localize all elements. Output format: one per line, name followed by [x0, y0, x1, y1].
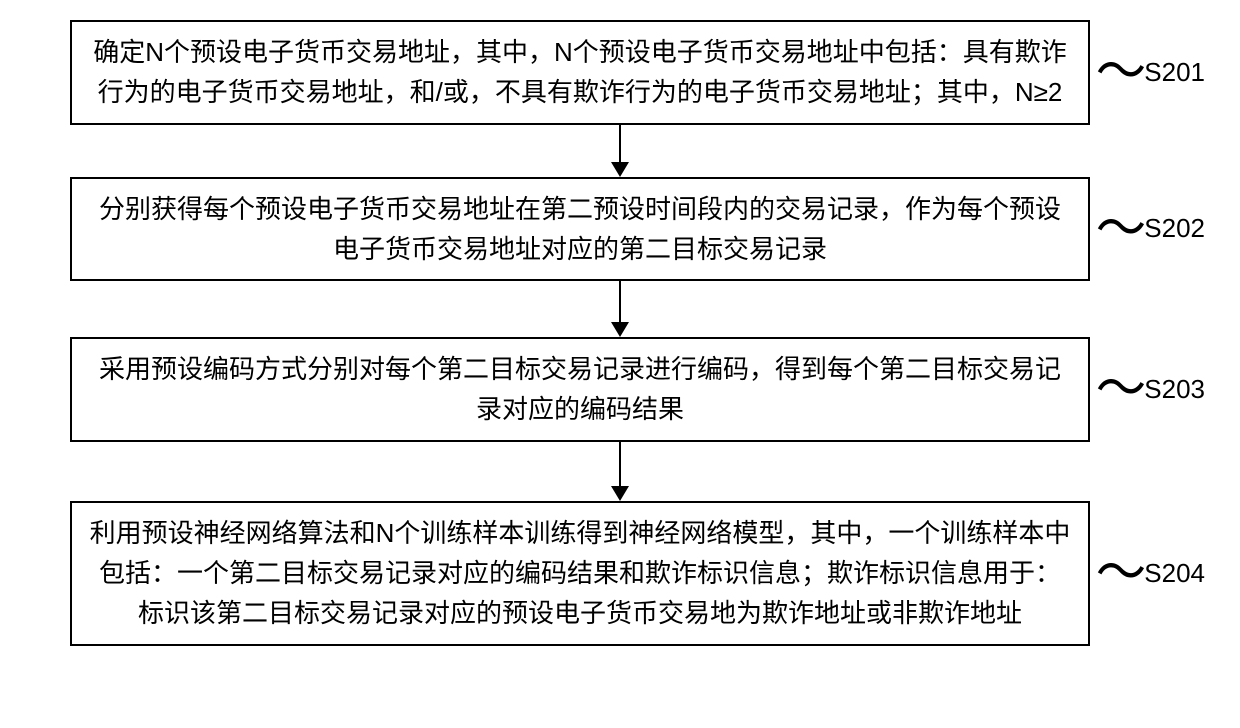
step-label: S201: [1144, 57, 1205, 88]
arrow-3: [611, 442, 629, 501]
arrow-2: [611, 281, 629, 337]
tilde-connector: 〜: [1096, 45, 1146, 100]
step-box-s203: 采用预设编码方式分别对每个第二目标交易记录进行编码，得到每个第二目标交易记录对应…: [70, 337, 1090, 442]
step-text: 确定N个预设电子货币交易地址，其中，N个预设电子货币交易地址中包括：具有欺诈行为…: [93, 37, 1067, 107]
arrow-1: [611, 125, 629, 177]
arrow-line: [619, 125, 622, 163]
arrow-head: [611, 162, 629, 177]
step-row-4: 利用预设神经网络算法和N个训练样本训练得到神经网络模型，其中，一个训练样本中包括…: [40, 501, 1200, 646]
step-row-2: 分别获得每个预设电子货币交易地址在第二预设时间段内的交易记录，作为每个预设电子货…: [40, 177, 1200, 282]
tilde-connector: 〜: [1096, 202, 1146, 257]
arrow-head: [611, 322, 629, 337]
step-box-s204: 利用预设神经网络算法和N个训练样本训练得到神经网络模型，其中，一个训练样本中包括…: [70, 501, 1090, 646]
flowchart-container: 确定N个预设电子货币交易地址，其中，N个预设电子货币交易地址中包括：具有欺诈行为…: [40, 20, 1200, 646]
step-label-container-4: 〜 S204: [1100, 552, 1205, 594]
step-text: 利用预设神经网络算法和N个训练样本训练得到神经网络模型，其中，一个训练样本中包括…: [90, 518, 1071, 629]
step-text: 分别获得每个预设电子货币交易地址在第二预设时间段内的交易记录，作为每个预设电子货…: [99, 194, 1061, 264]
step-label-container-1: 〜 S201: [1100, 51, 1205, 93]
step-box-s201: 确定N个预设电子货币交易地址，其中，N个预设电子货币交易地址中包括：具有欺诈行为…: [70, 20, 1090, 125]
step-box-s202: 分别获得每个预设电子货币交易地址在第二预设时间段内的交易记录，作为每个预设电子货…: [70, 177, 1090, 282]
tilde-connector: 〜: [1096, 362, 1146, 417]
arrow-head: [611, 486, 629, 501]
step-row-1: 确定N个预设电子货币交易地址，其中，N个预设电子货币交易地址中包括：具有欺诈行为…: [40, 20, 1200, 125]
step-label: S204: [1144, 558, 1205, 589]
step-text: 采用预设编码方式分别对每个第二目标交易记录进行编码，得到每个第二目标交易记录对应…: [99, 354, 1061, 424]
step-label-container-2: 〜 S202: [1100, 208, 1205, 250]
arrow-line: [619, 442, 622, 487]
arrow-line: [619, 281, 622, 323]
tilde-connector: 〜: [1096, 546, 1146, 601]
step-row-3: 采用预设编码方式分别对每个第二目标交易记录进行编码，得到每个第二目标交易记录对应…: [40, 337, 1200, 442]
step-label: S203: [1144, 374, 1205, 405]
step-label: S202: [1144, 213, 1205, 244]
step-label-container-3: 〜 S203: [1100, 368, 1205, 410]
